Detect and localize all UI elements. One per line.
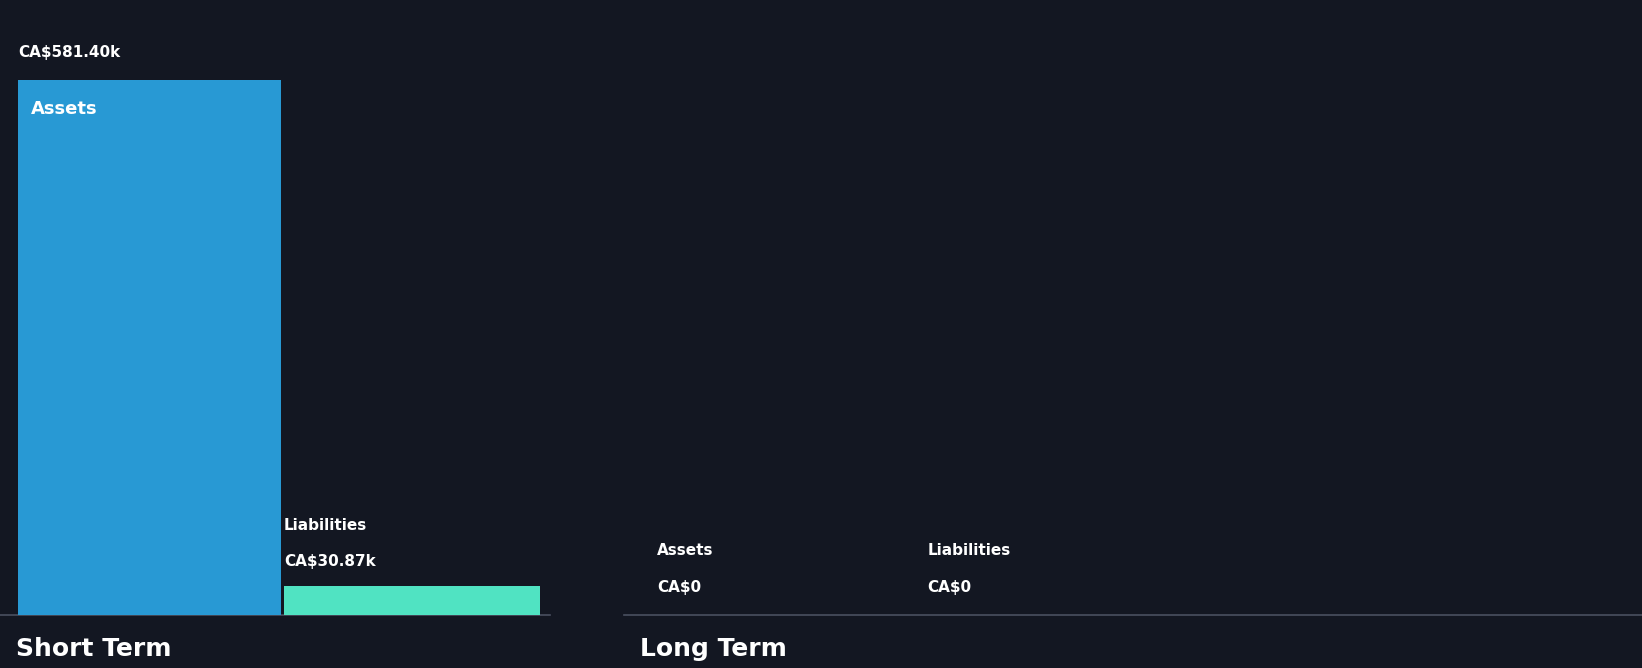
Text: Short Term: Short Term [16, 637, 172, 661]
Text: Liabilities: Liabilities [284, 518, 368, 533]
Text: Assets: Assets [31, 100, 99, 118]
Text: Liabilities: Liabilities [928, 543, 1011, 558]
Text: Long Term: Long Term [640, 637, 787, 661]
Text: CA$0: CA$0 [657, 580, 701, 595]
Text: CA$0: CA$0 [928, 580, 972, 595]
Text: Assets: Assets [657, 543, 713, 558]
FancyBboxPatch shape [284, 587, 540, 615]
Text: CA$581.40k: CA$581.40k [18, 45, 120, 60]
Text: CA$30.87k: CA$30.87k [284, 554, 376, 570]
FancyBboxPatch shape [18, 80, 281, 615]
